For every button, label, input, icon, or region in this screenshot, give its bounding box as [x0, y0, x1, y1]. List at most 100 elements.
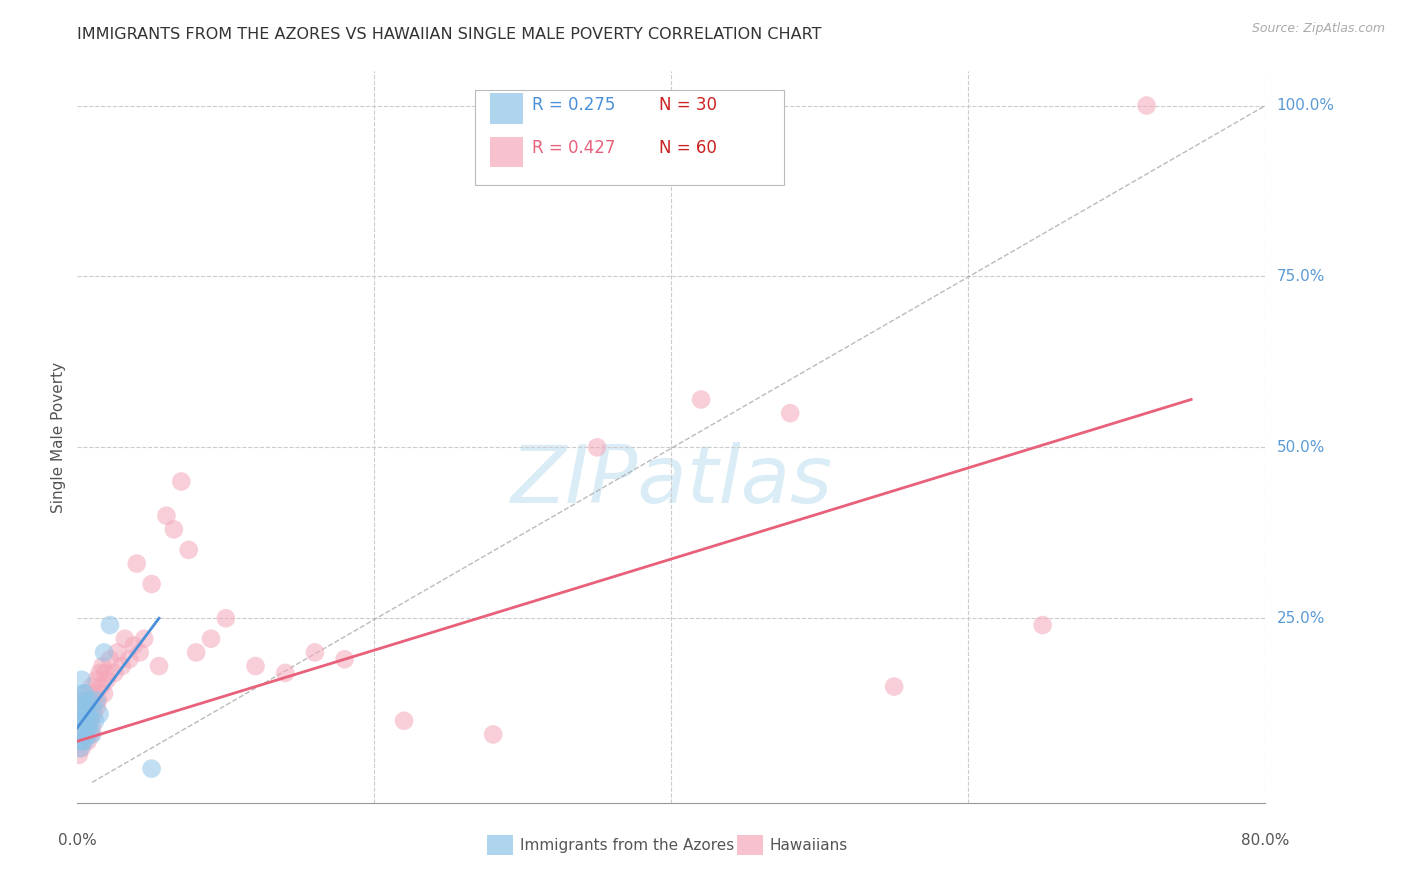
- Point: [70, 734, 93, 748]
- Point: [155, 508, 177, 523]
- Text: Source: ZipAtlas.com: Source: ZipAtlas.com: [1251, 22, 1385, 36]
- Point: [84, 686, 107, 700]
- Point: [274, 665, 297, 680]
- Point: [77, 693, 100, 707]
- Point: [111, 659, 134, 673]
- Point: [76, 706, 98, 721]
- Point: [77, 721, 100, 735]
- Point: [73, 686, 96, 700]
- Point: [76, 700, 98, 714]
- Point: [72, 686, 94, 700]
- Point: [76, 734, 98, 748]
- Point: [125, 557, 148, 571]
- Point: [87, 693, 110, 707]
- Point: [482, 727, 505, 741]
- Point: [84, 714, 107, 728]
- Point: [333, 652, 356, 666]
- Point: [186, 645, 208, 659]
- Text: 75.0%: 75.0%: [1277, 268, 1324, 284]
- Text: N = 30: N = 30: [659, 95, 717, 113]
- Point: [91, 659, 114, 673]
- Point: [141, 577, 163, 591]
- Point: [98, 652, 121, 666]
- Point: [883, 680, 905, 694]
- Point: [586, 440, 609, 454]
- Point: [122, 639, 145, 653]
- Point: [107, 645, 129, 659]
- Point: [82, 727, 104, 741]
- Point: [69, 741, 91, 756]
- Point: [215, 611, 238, 625]
- Point: [86, 673, 108, 687]
- Point: [76, 727, 98, 741]
- Point: [69, 727, 91, 741]
- Point: [98, 618, 121, 632]
- Point: [72, 734, 94, 748]
- Point: [93, 686, 115, 700]
- Point: [75, 700, 97, 714]
- Point: [69, 700, 91, 714]
- Point: [690, 392, 713, 407]
- Point: [93, 645, 115, 659]
- Point: [67, 747, 90, 762]
- Point: [75, 721, 97, 735]
- Point: [128, 645, 150, 659]
- Point: [1135, 98, 1157, 112]
- Point: [96, 673, 118, 687]
- Text: R = 0.427: R = 0.427: [533, 139, 616, 158]
- Point: [69, 700, 91, 714]
- Point: [163, 522, 186, 536]
- Point: [72, 706, 94, 721]
- Point: [304, 645, 326, 659]
- Point: [80, 714, 103, 728]
- Point: [70, 714, 93, 728]
- Point: [67, 714, 90, 728]
- Point: [148, 659, 170, 673]
- Point: [392, 714, 415, 728]
- Point: [83, 706, 105, 721]
- Bar: [489, 93, 523, 124]
- Point: [177, 542, 200, 557]
- Point: [75, 721, 97, 735]
- Point: [73, 706, 96, 721]
- Text: 100.0%: 100.0%: [1277, 98, 1334, 113]
- Text: Immigrants from the Azores: Immigrants from the Azores: [520, 838, 735, 853]
- Point: [245, 659, 267, 673]
- Point: [89, 706, 111, 721]
- Bar: [475, 89, 785, 185]
- Point: [82, 700, 104, 714]
- Point: [103, 665, 125, 680]
- Point: [86, 700, 108, 714]
- Point: [90, 680, 112, 694]
- Point: [114, 632, 136, 646]
- Text: 25.0%: 25.0%: [1277, 611, 1324, 625]
- Point: [70, 714, 93, 728]
- Text: 50.0%: 50.0%: [1277, 440, 1324, 455]
- Point: [73, 727, 96, 741]
- Point: [82, 680, 104, 694]
- Point: [72, 727, 94, 741]
- Point: [170, 475, 193, 489]
- Point: [70, 693, 93, 707]
- Point: [94, 665, 117, 680]
- Bar: [489, 136, 523, 168]
- Text: N = 60: N = 60: [659, 139, 717, 158]
- Point: [69, 721, 91, 735]
- Bar: [737, 835, 763, 855]
- Point: [89, 665, 111, 680]
- Point: [80, 727, 103, 741]
- Point: [67, 734, 90, 748]
- Point: [73, 714, 96, 728]
- Text: ZIPatlas: ZIPatlas: [510, 442, 832, 520]
- Point: [118, 652, 141, 666]
- Point: [70, 673, 93, 687]
- Point: [72, 693, 94, 707]
- Text: R = 0.275: R = 0.275: [533, 95, 616, 113]
- Point: [75, 686, 97, 700]
- Point: [70, 741, 93, 756]
- Point: [141, 762, 163, 776]
- Point: [73, 734, 96, 748]
- Point: [86, 693, 108, 707]
- Point: [77, 714, 100, 728]
- Text: Hawaiians: Hawaiians: [770, 838, 848, 853]
